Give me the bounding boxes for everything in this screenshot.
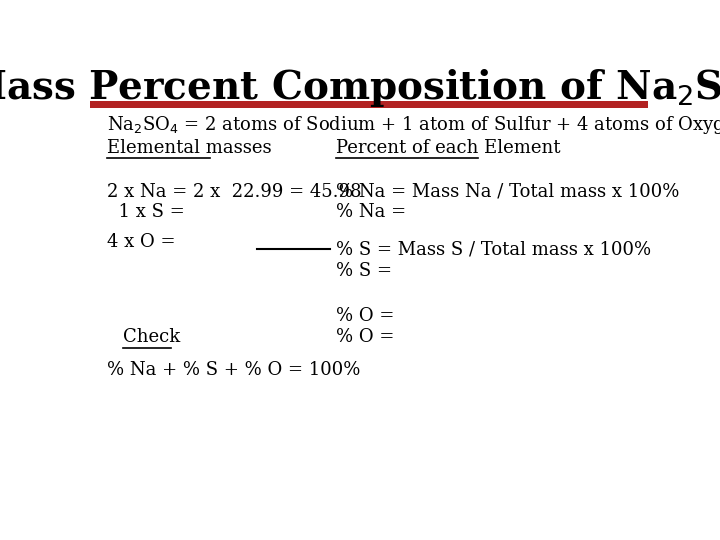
Text: % S =: % S = [336, 261, 392, 280]
Text: % Na + % S + % O = 100%: % Na + % S + % O = 100% [107, 361, 360, 380]
Text: 1 x S =: 1 x S = [107, 204, 184, 221]
Bar [90, 101, 648, 109]
Text: Percent of each Element: Percent of each Element [336, 139, 560, 157]
Text: % Na = Mass Na / Total mass x 100%: % Na = Mass Na / Total mass x 100% [336, 183, 679, 201]
Text: Na$_2$SO$_4$ = 2 atoms of Sodium + 1 atom of Sulfur + 4 atoms of Oxygen: Na$_2$SO$_4$ = 2 atoms of Sodium + 1 ato… [107, 114, 720, 136]
Text: % S = Mass S / Total mass x 100%: % S = Mass S / Total mass x 100% [336, 241, 651, 259]
Text: Mass Percent Composition of Na$_2$SO$_4$: Mass Percent Composition of Na$_2$SO$_4$ [0, 66, 720, 109]
Text: Check: Check [124, 328, 181, 346]
Text: % Na =: % Na = [336, 204, 405, 221]
Text: 2 x Na = 2 x  22.99 = 45.98: 2 x Na = 2 x 22.99 = 45.98 [107, 183, 361, 201]
Text: % O =: % O = [336, 307, 394, 326]
Text: 4 x O =: 4 x O = [107, 233, 175, 251]
Text: % O =: % O = [336, 328, 394, 346]
Text: Elemental masses: Elemental masses [107, 139, 271, 157]
